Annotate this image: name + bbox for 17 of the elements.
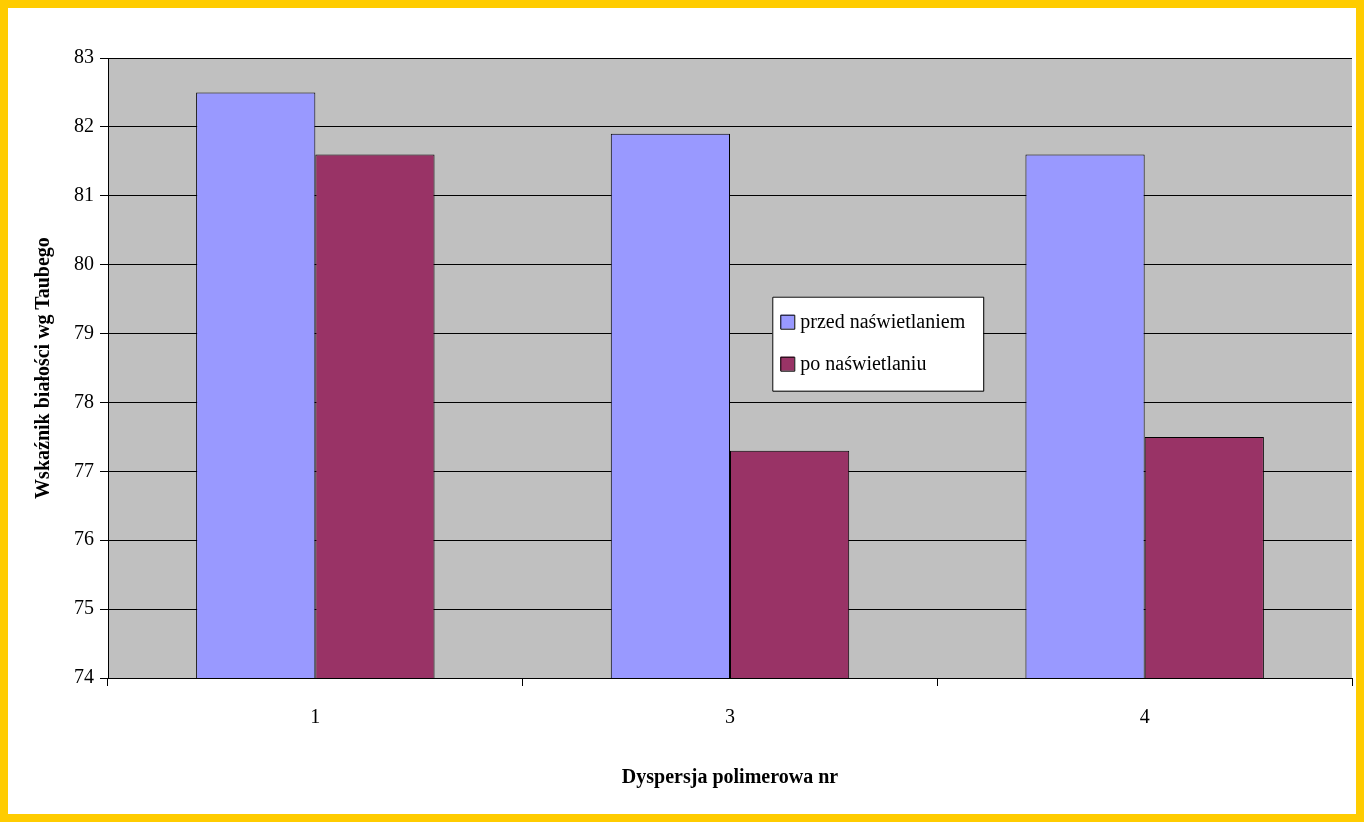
y-tick-label: 75 [74,596,94,619]
y-tick-label: 74 [74,665,94,688]
y-tick-label: 78 [74,389,94,412]
x-tick-label: 1 [310,705,321,728]
y-tick-label: 82 [74,114,94,137]
x-axis-title: Dyspersja polimerowa nr [621,765,839,789]
y-tick-label: 81 [74,183,94,206]
y-tick-label: 79 [74,320,94,343]
legend-label: po naświetlaniu [800,351,927,375]
y-tick-label: 80 [74,251,94,274]
y-axis-title: Wskaźnik białości wg Taubego [31,237,55,499]
y-tick-label: 76 [74,527,94,550]
y-tick-label: 83 [74,45,94,68]
y-tick-label: 77 [74,458,94,481]
legend-label: przed naświetlaniem [800,309,966,333]
x-tick-label: 4 [1139,705,1150,728]
x-tick-label: 3 [725,705,735,728]
